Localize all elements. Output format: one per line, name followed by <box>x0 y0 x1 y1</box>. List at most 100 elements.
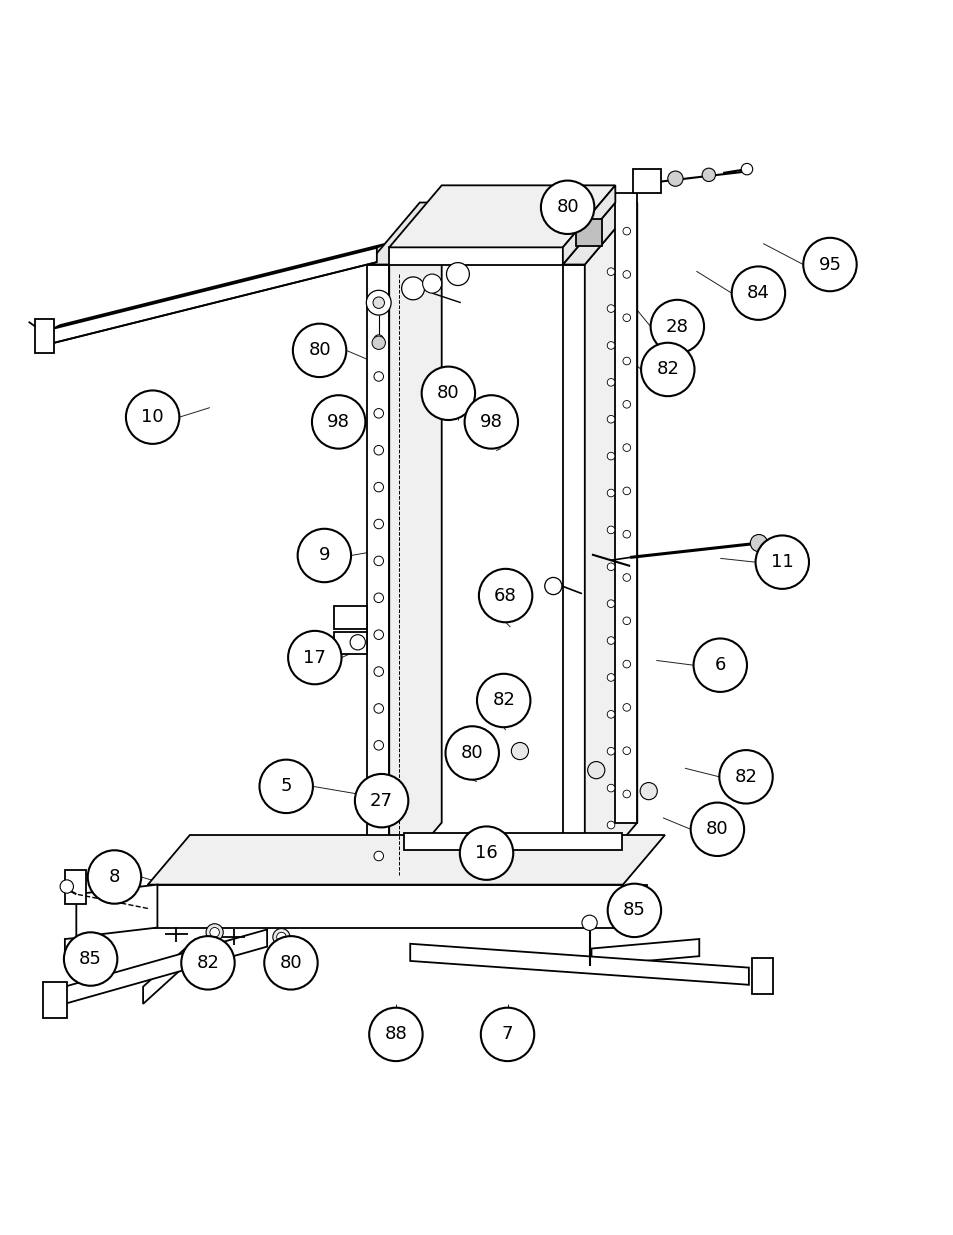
Text: 80: 80 <box>460 743 483 762</box>
Circle shape <box>606 268 615 275</box>
Text: 82: 82 <box>656 361 679 378</box>
Circle shape <box>622 790 630 798</box>
Circle shape <box>374 704 383 714</box>
Circle shape <box>312 395 365 448</box>
Text: 80: 80 <box>308 341 331 359</box>
Circle shape <box>544 578 561 594</box>
Text: 98: 98 <box>327 412 350 431</box>
Polygon shape <box>52 245 384 329</box>
Polygon shape <box>334 606 367 629</box>
Circle shape <box>259 760 313 813</box>
Text: 10: 10 <box>141 408 164 426</box>
Circle shape <box>606 378 615 387</box>
Text: 28: 28 <box>665 317 688 336</box>
Text: 88: 88 <box>384 1025 407 1044</box>
Circle shape <box>606 710 615 718</box>
Circle shape <box>126 390 179 443</box>
Text: 85: 85 <box>622 902 645 919</box>
Text: 17: 17 <box>303 648 326 667</box>
Circle shape <box>210 927 219 937</box>
Polygon shape <box>143 939 195 1004</box>
Circle shape <box>622 618 630 625</box>
Polygon shape <box>410 944 748 984</box>
Circle shape <box>622 704 630 711</box>
Circle shape <box>650 300 703 353</box>
Circle shape <box>366 290 391 315</box>
Circle shape <box>480 1008 534 1061</box>
Text: 80: 80 <box>436 384 459 403</box>
Circle shape <box>445 726 498 779</box>
Circle shape <box>622 270 630 278</box>
Circle shape <box>740 163 752 175</box>
Circle shape <box>374 446 383 454</box>
Circle shape <box>640 343 694 396</box>
Circle shape <box>374 372 383 382</box>
Polygon shape <box>76 884 157 937</box>
Polygon shape <box>584 203 637 884</box>
Circle shape <box>459 826 513 879</box>
Text: 84: 84 <box>746 284 769 303</box>
Polygon shape <box>35 319 54 353</box>
Polygon shape <box>591 939 699 966</box>
Polygon shape <box>148 835 664 884</box>
Circle shape <box>606 821 615 829</box>
Circle shape <box>622 357 630 364</box>
Circle shape <box>606 784 615 792</box>
Circle shape <box>477 855 495 872</box>
Circle shape <box>369 1008 422 1061</box>
Circle shape <box>374 630 383 640</box>
Circle shape <box>606 415 615 424</box>
Polygon shape <box>334 632 367 653</box>
Text: 16: 16 <box>475 845 497 862</box>
Circle shape <box>478 569 532 622</box>
Circle shape <box>181 936 234 989</box>
Polygon shape <box>389 247 562 264</box>
Polygon shape <box>65 937 86 961</box>
Circle shape <box>374 556 383 566</box>
Text: 85: 85 <box>79 950 102 968</box>
Circle shape <box>622 314 630 321</box>
Circle shape <box>622 747 630 755</box>
Circle shape <box>88 850 141 904</box>
Polygon shape <box>632 169 660 193</box>
Circle shape <box>606 563 615 571</box>
Circle shape <box>606 747 615 755</box>
Polygon shape <box>367 203 441 264</box>
Circle shape <box>374 741 383 750</box>
Circle shape <box>288 631 341 684</box>
Circle shape <box>622 574 630 582</box>
Circle shape <box>273 929 290 946</box>
Text: 80: 80 <box>705 820 728 839</box>
Polygon shape <box>52 248 376 343</box>
Polygon shape <box>627 884 646 927</box>
Circle shape <box>622 530 630 538</box>
Circle shape <box>607 884 660 937</box>
Circle shape <box>374 335 383 345</box>
Circle shape <box>606 600 615 608</box>
Text: 80: 80 <box>556 199 578 216</box>
Circle shape <box>446 263 469 285</box>
Text: 9: 9 <box>318 547 330 564</box>
Circle shape <box>581 915 597 930</box>
Circle shape <box>690 803 743 856</box>
Circle shape <box>639 783 657 800</box>
Text: 68: 68 <box>494 587 517 605</box>
Circle shape <box>374 409 383 419</box>
Text: 27: 27 <box>370 792 393 810</box>
Circle shape <box>667 170 682 186</box>
Circle shape <box>374 778 383 787</box>
Text: 8: 8 <box>109 868 120 885</box>
Polygon shape <box>148 884 622 927</box>
Circle shape <box>374 593 383 603</box>
Circle shape <box>421 367 475 420</box>
Circle shape <box>606 489 615 496</box>
Polygon shape <box>65 871 86 904</box>
Circle shape <box>422 274 441 293</box>
Circle shape <box>464 395 517 448</box>
Circle shape <box>373 296 384 309</box>
Circle shape <box>622 661 630 668</box>
Circle shape <box>297 529 351 582</box>
Polygon shape <box>43 982 67 1018</box>
Circle shape <box>355 774 408 827</box>
Circle shape <box>206 924 223 941</box>
